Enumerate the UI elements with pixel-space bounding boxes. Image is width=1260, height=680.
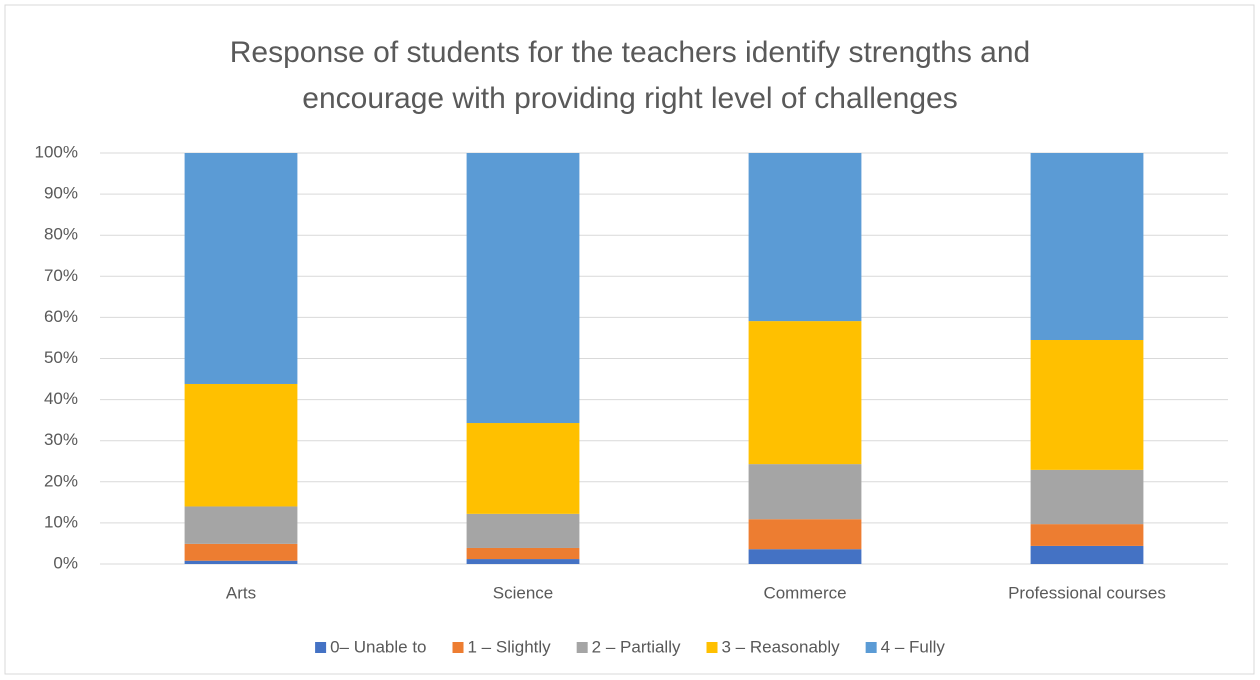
- bar-segment: [1030, 545, 1144, 564]
- bar-segment: [748, 153, 862, 322]
- x-tick-label: Arts: [226, 583, 256, 602]
- y-tick-label: 90%: [44, 184, 78, 203]
- bar-segment: [184, 506, 298, 544]
- bar-segment: [1030, 153, 1144, 341]
- bar-segment: [1030, 524, 1144, 546]
- bar-segment: [1030, 469, 1144, 525]
- bar-segment: [466, 547, 580, 560]
- legend-label: 3 – Reasonably: [722, 637, 841, 656]
- chart-title: Response of students for the teachers id…: [229, 36, 1031, 115]
- legend-label: 4 – Fully: [881, 637, 946, 656]
- legend-swatch: [315, 642, 327, 653]
- bar-segment: [466, 559, 580, 564]
- legend-swatch: [576, 642, 588, 653]
- y-tick-label: 80%: [44, 225, 78, 244]
- y-tick-label: 50%: [44, 348, 78, 367]
- bar-segment: [1030, 340, 1144, 470]
- bar-segment: [184, 543, 298, 561]
- y-tick-label: 20%: [44, 471, 78, 490]
- y-tick-label: 30%: [44, 430, 78, 449]
- y-tick-label: 60%: [44, 307, 78, 326]
- x-tick-label: Science: [493, 583, 553, 602]
- bar-segment: [748, 321, 862, 465]
- bar-segment: [748, 464, 862, 520]
- bar-segment: [184, 153, 298, 384]
- bar-segment: [184, 383, 298, 507]
- x-tick-label: Commerce: [763, 583, 846, 602]
- legend-swatch: [706, 642, 718, 653]
- legend-swatch: [452, 642, 464, 653]
- legend-label: 2 – Partially: [592, 637, 681, 656]
- bar-segment: [748, 519, 862, 550]
- y-tick-label: 10%: [44, 512, 78, 531]
- bar-segment: [466, 153, 580, 424]
- x-tick-label: Professional courses: [1008, 583, 1166, 602]
- bar-segment: [184, 560, 298, 564]
- y-tick-label: 100%: [35, 142, 78, 161]
- bar-segment: [466, 513, 580, 548]
- bar-segment: [466, 423, 580, 514]
- y-tick-label: 40%: [44, 389, 78, 408]
- legend-label: 1 – Slightly: [468, 637, 552, 656]
- y-tick-label: 70%: [44, 266, 78, 285]
- bar-segment: [748, 549, 862, 564]
- y-tick-label: 0%: [53, 553, 78, 572]
- legend-swatch: [865, 642, 877, 653]
- legend-label: 0– Unable to: [330, 637, 426, 656]
